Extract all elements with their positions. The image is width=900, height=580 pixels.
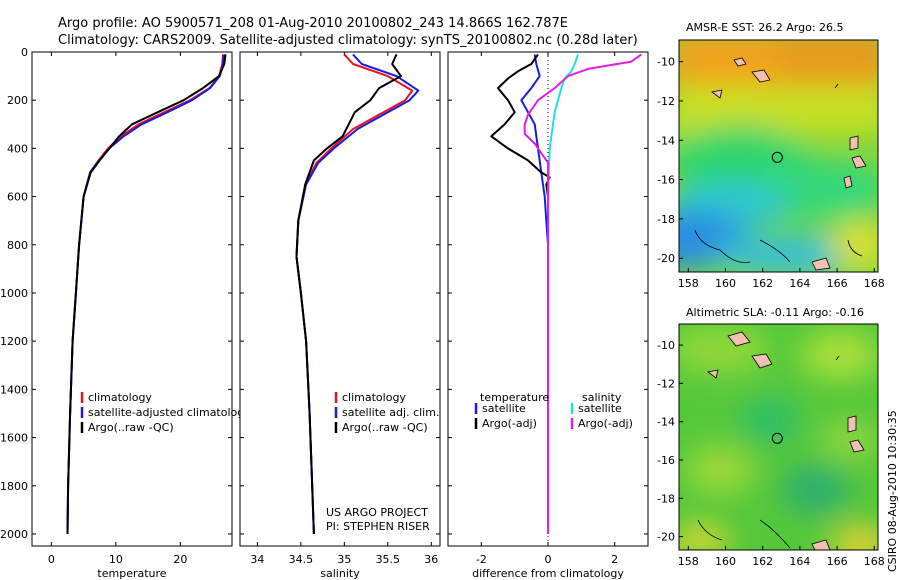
sla_map-ytick-label: -16 xyxy=(657,454,675,467)
sla_map-ytick-label: -10 xyxy=(657,339,675,352)
sla-field xyxy=(679,325,878,550)
sst-contours xyxy=(694,83,863,263)
difference-legend-label: satellite xyxy=(578,402,622,415)
temperature-ytick-label: 1800 xyxy=(0,480,28,493)
sst_map-ytick-label: -12 xyxy=(657,95,675,108)
temperature-xtick-label: 10 xyxy=(109,553,123,566)
difference-legend-title-left: temperature xyxy=(480,391,549,404)
salinity-xtick-label: 35 xyxy=(337,553,351,566)
temperature-ytick-label: 800 xyxy=(7,239,28,252)
temperature-ytick-label: 1000 xyxy=(0,287,28,300)
temperature-ytick-label: 1400 xyxy=(0,383,28,396)
sst_map-xtick-label: 160 xyxy=(715,277,736,290)
temperature-legend-label: Argo(..raw -QC) xyxy=(88,421,174,434)
sla-map-frame xyxy=(678,323,879,551)
sla-contours xyxy=(697,355,840,549)
difference-legend-label: Argo(-adj) xyxy=(482,417,537,430)
header-line-2: Climatology: CARS2009. Satellite-adjuste… xyxy=(58,33,638,48)
sla_map-xtick-label: 160 xyxy=(715,555,736,568)
sst-field xyxy=(679,40,878,272)
sst-map-axes: 158 160 162 164 166 168 -10 -12 -14 -16 -18 -20 xyxy=(657,56,885,290)
credit-line-2: PI: STEPHEN RISER xyxy=(326,520,430,533)
difference-series-1-line xyxy=(490,53,551,534)
difference-series-3-line xyxy=(523,53,642,534)
sst_map-xtick-label: 166 xyxy=(827,277,848,290)
salinity-legend-label: climatology xyxy=(342,391,406,404)
sst-islands xyxy=(711,57,867,271)
temperature-panel: 0 10 20 temperature 0 200 400 600 800 1000 1200 140… xyxy=(0,46,251,580)
sst_map-xtick-label: 158 xyxy=(678,277,699,290)
sst-map xyxy=(678,39,879,273)
salinity-xtick-label: 36 xyxy=(424,553,438,566)
sst_map-xtick-label: 168 xyxy=(864,277,885,290)
sla_map-ytick-label: -14 xyxy=(657,416,675,429)
salinity-axes-frame xyxy=(239,51,441,547)
temperature-ytick-label: 1600 xyxy=(0,432,28,445)
credit-line-1: US ARGO PROJECT xyxy=(326,506,428,519)
temperature-legend-label: satellite-adjusted climatology xyxy=(88,406,251,419)
sla-argo-position-marker xyxy=(771,432,783,444)
temperature-xtick-label: 0 xyxy=(48,553,55,566)
difference-xlabel: difference from climatology xyxy=(472,567,624,580)
difference-xtick-label: 2 xyxy=(611,553,618,566)
salinity-xtick-label: 34 xyxy=(250,553,264,566)
sla-map-axes: 158 160 162 164 166 168 -10 -12 -14 -16 -18 -20 xyxy=(657,339,885,568)
sla_map-ytick-label: -20 xyxy=(657,531,675,544)
sst_map-ytick-label: -20 xyxy=(657,252,675,265)
salinity-legend-label: Argo(..raw -QC) xyxy=(342,421,428,434)
temperature-series-2-line xyxy=(66,54,227,535)
temperature-legend-label: climatology xyxy=(88,391,152,404)
difference-legend-label: satellite xyxy=(482,402,526,415)
temperature-ytick-label: 0 xyxy=(21,46,28,59)
temperature-ytick-label: 1200 xyxy=(0,335,28,348)
salinity-xtick-label: 34.5 xyxy=(289,553,314,566)
difference-xtick-label: -2 xyxy=(476,553,487,566)
sla_map-ytick-label: -18 xyxy=(657,492,675,505)
temperature-ytick-label: 600 xyxy=(7,191,28,204)
temperature-series-group xyxy=(66,54,227,535)
salinity-legend-label: satellite adj. clim. xyxy=(342,406,439,419)
sst-argo-position-marker xyxy=(771,151,783,163)
sst_map-xtick-label: 162 xyxy=(752,277,773,290)
sla_map-xtick-label: 162 xyxy=(752,555,773,568)
sst_map-ytick-label: -10 xyxy=(657,56,675,69)
salinity-panel: 34 34.5 35 35.5 36 salinity climatology satelli… xyxy=(239,51,441,580)
temperature-ytick-label: 2000 xyxy=(0,528,28,541)
difference-xtick-label: 0 xyxy=(545,553,552,566)
temperature-ytick-label: 400 xyxy=(7,142,28,155)
temperature-xlabel: temperature xyxy=(97,567,166,580)
sla-map xyxy=(678,323,879,551)
sla-map-title: Altimetric SLA: -0.11 Argo: -0.16 xyxy=(686,306,864,319)
salinity-series-group xyxy=(295,53,420,535)
difference-legend-title-right: salinity xyxy=(582,391,622,404)
difference-series-group xyxy=(490,53,642,534)
temperature-xtick-label: 20 xyxy=(173,553,187,566)
sla_map-xtick-label: 166 xyxy=(827,555,848,568)
salinity-xtick-label: 35.5 xyxy=(376,553,401,566)
sst-map-frame xyxy=(678,39,879,273)
sst_map-ytick-label: -18 xyxy=(657,213,675,226)
difference-legend-label: Argo(-adj) xyxy=(578,417,633,430)
sla_map-xtick-label: 164 xyxy=(789,555,810,568)
sst-map-title: AMSR-E SST: 26.2 Argo: 26.5 xyxy=(686,21,844,34)
side-timestamp: CSIRO 08-Aug-2010 10:30:35 xyxy=(886,410,899,572)
header-line-1: Argo profile: AO 5900571_208 01-Aug-2010… xyxy=(58,16,568,31)
temperature-ytick-label: 200 xyxy=(7,94,28,107)
salinity-xlabel: salinity xyxy=(320,567,360,580)
sla_map-ytick-label: -12 xyxy=(657,377,675,390)
sla-islands xyxy=(707,331,865,550)
sst_map-xtick-label: 164 xyxy=(789,277,810,290)
sst_map-ytick-label: -14 xyxy=(657,134,675,147)
sla_map-xtick-label: 158 xyxy=(678,555,699,568)
sst_map-ytick-label: -16 xyxy=(657,174,675,187)
salinity-series-2-line xyxy=(295,53,402,535)
sla_map-xtick-label: 168 xyxy=(864,555,885,568)
temperature-axes-frame xyxy=(31,51,233,547)
